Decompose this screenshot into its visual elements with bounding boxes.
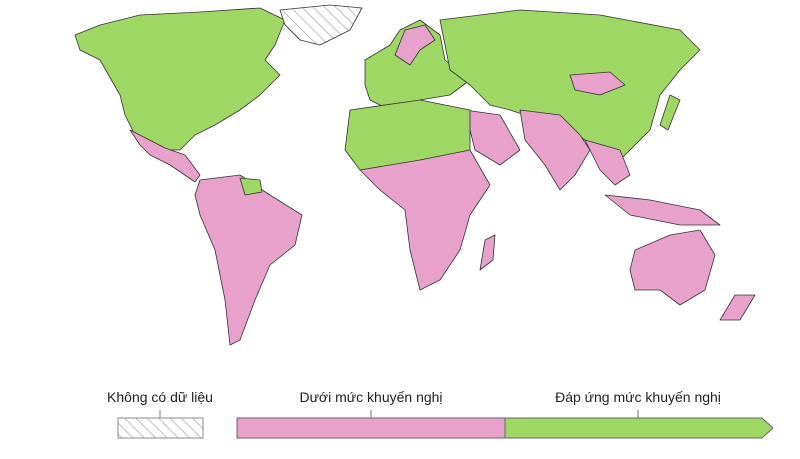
south-america (194, 174, 303, 346)
legend-label: Đáp ứng mức khuyến nghị (555, 389, 721, 405)
legend-swatch (236, 417, 506, 439)
madagascar (479, 234, 496, 271)
guyana (239, 177, 263, 196)
new-zealand (719, 294, 756, 321)
sub-saharan-africa (359, 149, 491, 291)
southeast-asia (584, 139, 631, 186)
north-america (74, 7, 286, 151)
legend-label: Dưới mức khuyến nghị (299, 389, 442, 405)
arabia (464, 109, 521, 166)
australia (629, 229, 716, 306)
no-data-swatch (117, 417, 204, 439)
south-asia (519, 109, 591, 191)
japan (659, 94, 681, 131)
mongolia (569, 71, 626, 96)
legend-swatch (504, 417, 774, 439)
world-map (74, 4, 756, 346)
central-america (129, 129, 201, 183)
indonesia (604, 194, 721, 226)
scandinavia (394, 24, 436, 66)
legend: Không có dữ liệu Dưới mức khuyến nghị Đá… (107, 389, 774, 439)
legend-label: Không có dữ liệu (107, 389, 213, 405)
greenland (279, 4, 363, 46)
